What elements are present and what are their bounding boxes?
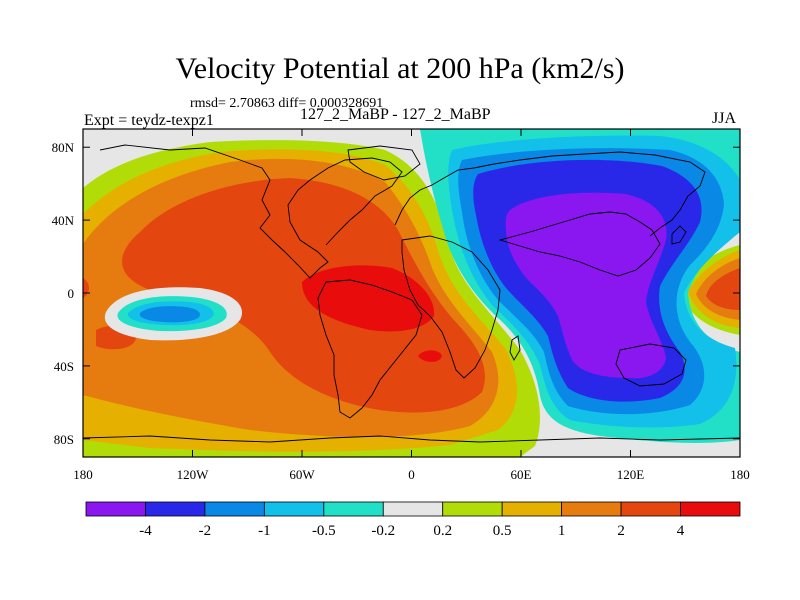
- contour-4: [302, 265, 435, 332]
- season-label: JJA: [712, 110, 737, 127]
- colorbar-swatch: [442, 501, 503, 517]
- contour-2: [122, 178, 485, 413]
- y-tick-label: 80N: [52, 140, 75, 155]
- colorbar-swatch: [204, 501, 265, 517]
- coast-europe: [394, 151, 706, 237]
- contour-2-east: [706, 268, 740, 310]
- colorbar-label: 0.2: [433, 523, 452, 539]
- chart-title: Velocity Potential at 200 hPa (km2/s): [175, 52, 625, 85]
- colorbar-label: -0.5: [312, 523, 336, 539]
- colorbar-label: -1: [258, 523, 271, 539]
- contour-neg-west-1: [139, 306, 200, 323]
- colorbar-label: 0.5: [493, 523, 512, 539]
- colorbar-swatch: [620, 501, 681, 517]
- coast-japan: [671, 225, 687, 245]
- colorbar-swatch: [680, 501, 741, 517]
- colorbar-swatch: [145, 501, 206, 517]
- colorbar-swatch: [323, 501, 384, 517]
- x-tick-label: 120W: [177, 467, 210, 482]
- x-tick-label: 180: [730, 467, 750, 482]
- coast-australia: [615, 343, 687, 387]
- colorbar-label: -2: [199, 523, 212, 539]
- experiment-label: Expt = teydz-texpz1: [84, 112, 214, 129]
- x-tick-label: 180: [73, 467, 93, 482]
- y-tick-label: 0: [68, 286, 75, 301]
- coast-south-america: [317, 279, 423, 419]
- stats-line: rmsd= 2.70863 diff= 0.000328691: [190, 96, 384, 111]
- y-tick-label: 40N: [52, 213, 75, 228]
- coast-antarctica: [83, 435, 740, 443]
- x-tick-label: 60E: [511, 467, 532, 482]
- colorbar-label: 2: [617, 523, 625, 539]
- colorbar-swatch: [382, 501, 444, 517]
- colorbar-label: -0.2: [371, 523, 395, 539]
- x-tick-label: 0: [408, 467, 415, 482]
- coast-madagascar: [509, 335, 521, 361]
- coast-greenland: [347, 145, 421, 181]
- y-tick-label: 80S: [54, 432, 74, 447]
- colorbar-label: 4: [677, 523, 685, 539]
- colorbar-swatch: [85, 501, 146, 517]
- x-axis: 180 120W 60W 0 60E 120E 180: [73, 129, 750, 482]
- colorbar-swatch: [263, 501, 325, 517]
- y-axis: 80N 40N 0 40S 80S: [52, 140, 740, 447]
- x-tick-label: 120E: [617, 467, 645, 482]
- case-label: 127_2_MaBP - 127_2_MaBP: [300, 106, 491, 123]
- coast-north-america: [99, 144, 403, 279]
- contour-4-spot: [418, 350, 442, 362]
- colorbar-label: 1: [558, 523, 566, 539]
- contour-neg-4: [505, 192, 667, 379]
- y-tick-label: 40S: [54, 359, 74, 374]
- colorbar-label: -4: [139, 523, 152, 539]
- coast-asia: [498, 211, 661, 277]
- colorbar-swatch: [561, 501, 622, 517]
- colorbar-swatch: [501, 501, 563, 517]
- coast-africa: [401, 235, 501, 379]
- coastlines: [83, 144, 740, 443]
- colorbar: -4 -2 -1 -0.5 -0.2 0.2 0.5 1 2 4: [85, 501, 741, 539]
- x-tick-label: 60W: [289, 467, 315, 482]
